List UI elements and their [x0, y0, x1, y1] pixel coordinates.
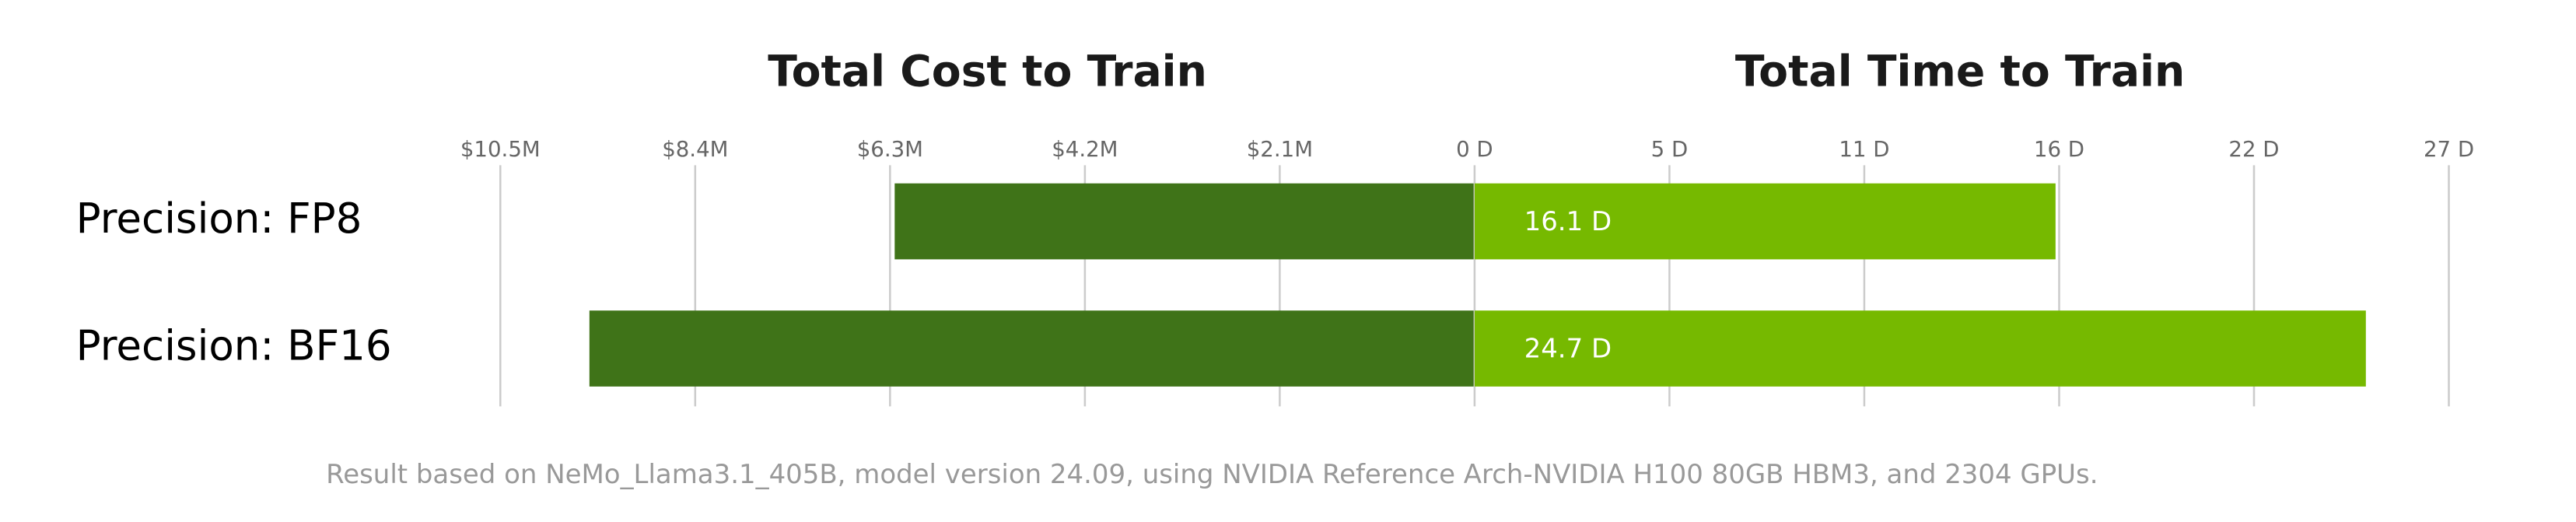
x-tick-label: 5 D	[1651, 136, 1689, 162]
value-label: 16.1 D	[1524, 206, 1612, 237]
chart-title: Total Cost to Train	[768, 47, 1207, 97]
bar	[589, 310, 1475, 387]
x-tick-label: 0 D	[1456, 136, 1493, 162]
x-tick-label: $10.5M	[460, 136, 541, 162]
footnote: Result based on NeMo_Llama3.1_405B, mode…	[326, 459, 2098, 490]
bar	[1474, 310, 2366, 387]
chart-title: Total Time to Train	[1735, 47, 2185, 97]
category-label: Precision: FP8	[76, 194, 362, 243]
x-tick-label: 11 D	[1839, 136, 1889, 162]
x-tick-label: 16 D	[2034, 136, 2084, 162]
x-tick-label: 27 D	[2424, 136, 2474, 162]
bar	[894, 183, 1475, 260]
bar	[1474, 183, 2056, 260]
value-label: 24.7 D	[1524, 334, 1612, 365]
x-tick-label: 22 D	[2228, 136, 2279, 162]
x-tick-label: $8.4M	[662, 136, 728, 162]
x-tick-label: $4.2M	[1052, 136, 1118, 162]
x-tick-label: $2.1M	[1247, 136, 1313, 162]
x-tick-label: $6.3M	[857, 136, 923, 162]
category-label: Precision: BF16	[76, 322, 392, 370]
